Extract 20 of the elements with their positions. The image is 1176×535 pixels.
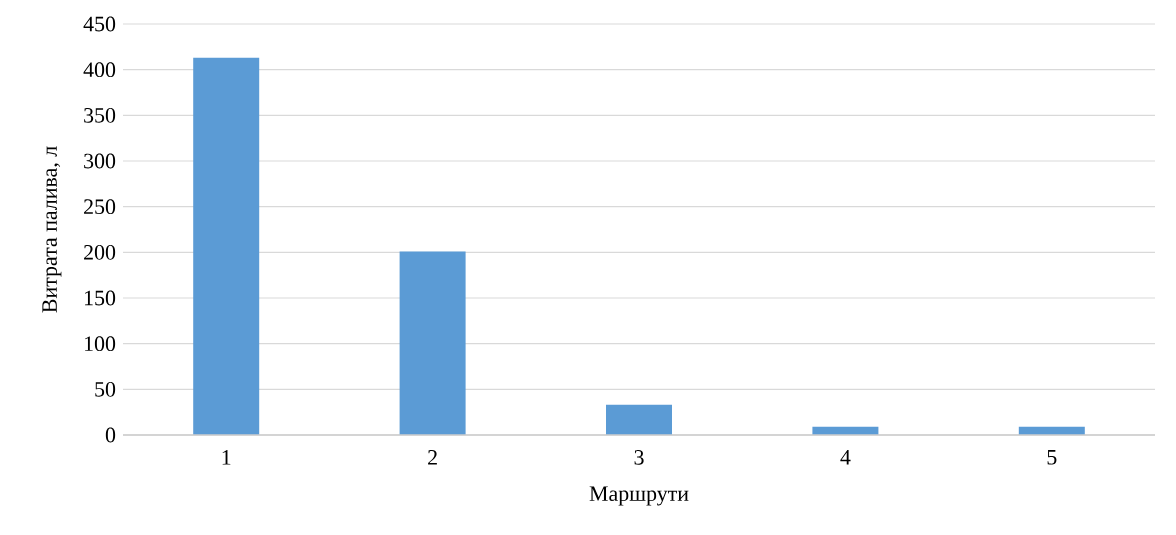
bar bbox=[606, 404, 672, 435]
y-tick-label: 0 bbox=[105, 427, 116, 443]
bar bbox=[193, 57, 260, 435]
x-tick-label: 5 bbox=[1047, 450, 1057, 465]
y-tick-label: 300 bbox=[84, 153, 116, 169]
x-axis-title: Маршрути bbox=[589, 486, 689, 506]
y-tick-label: 50 bbox=[95, 381, 116, 397]
x-tick-label: 2 bbox=[428, 450, 437, 465]
y-tick-label: 200 bbox=[84, 244, 116, 260]
y-tick-label: 350 bbox=[84, 107, 116, 123]
y-tick-label: 100 bbox=[85, 336, 116, 352]
y-axis-title: Витрата палива, л bbox=[42, 146, 62, 313]
y-tick-label: 400 bbox=[83, 62, 116, 78]
x-tick-label: 1 bbox=[222, 450, 231, 465]
y-tick-label: 250 bbox=[84, 199, 116, 215]
bar bbox=[399, 251, 466, 435]
y-tick-label: 150 bbox=[85, 290, 116, 306]
x-tick-label: 3 bbox=[634, 450, 644, 465]
x-tick-label: 4 bbox=[840, 450, 851, 465]
y-tick-label: 450 bbox=[83, 16, 116, 32]
